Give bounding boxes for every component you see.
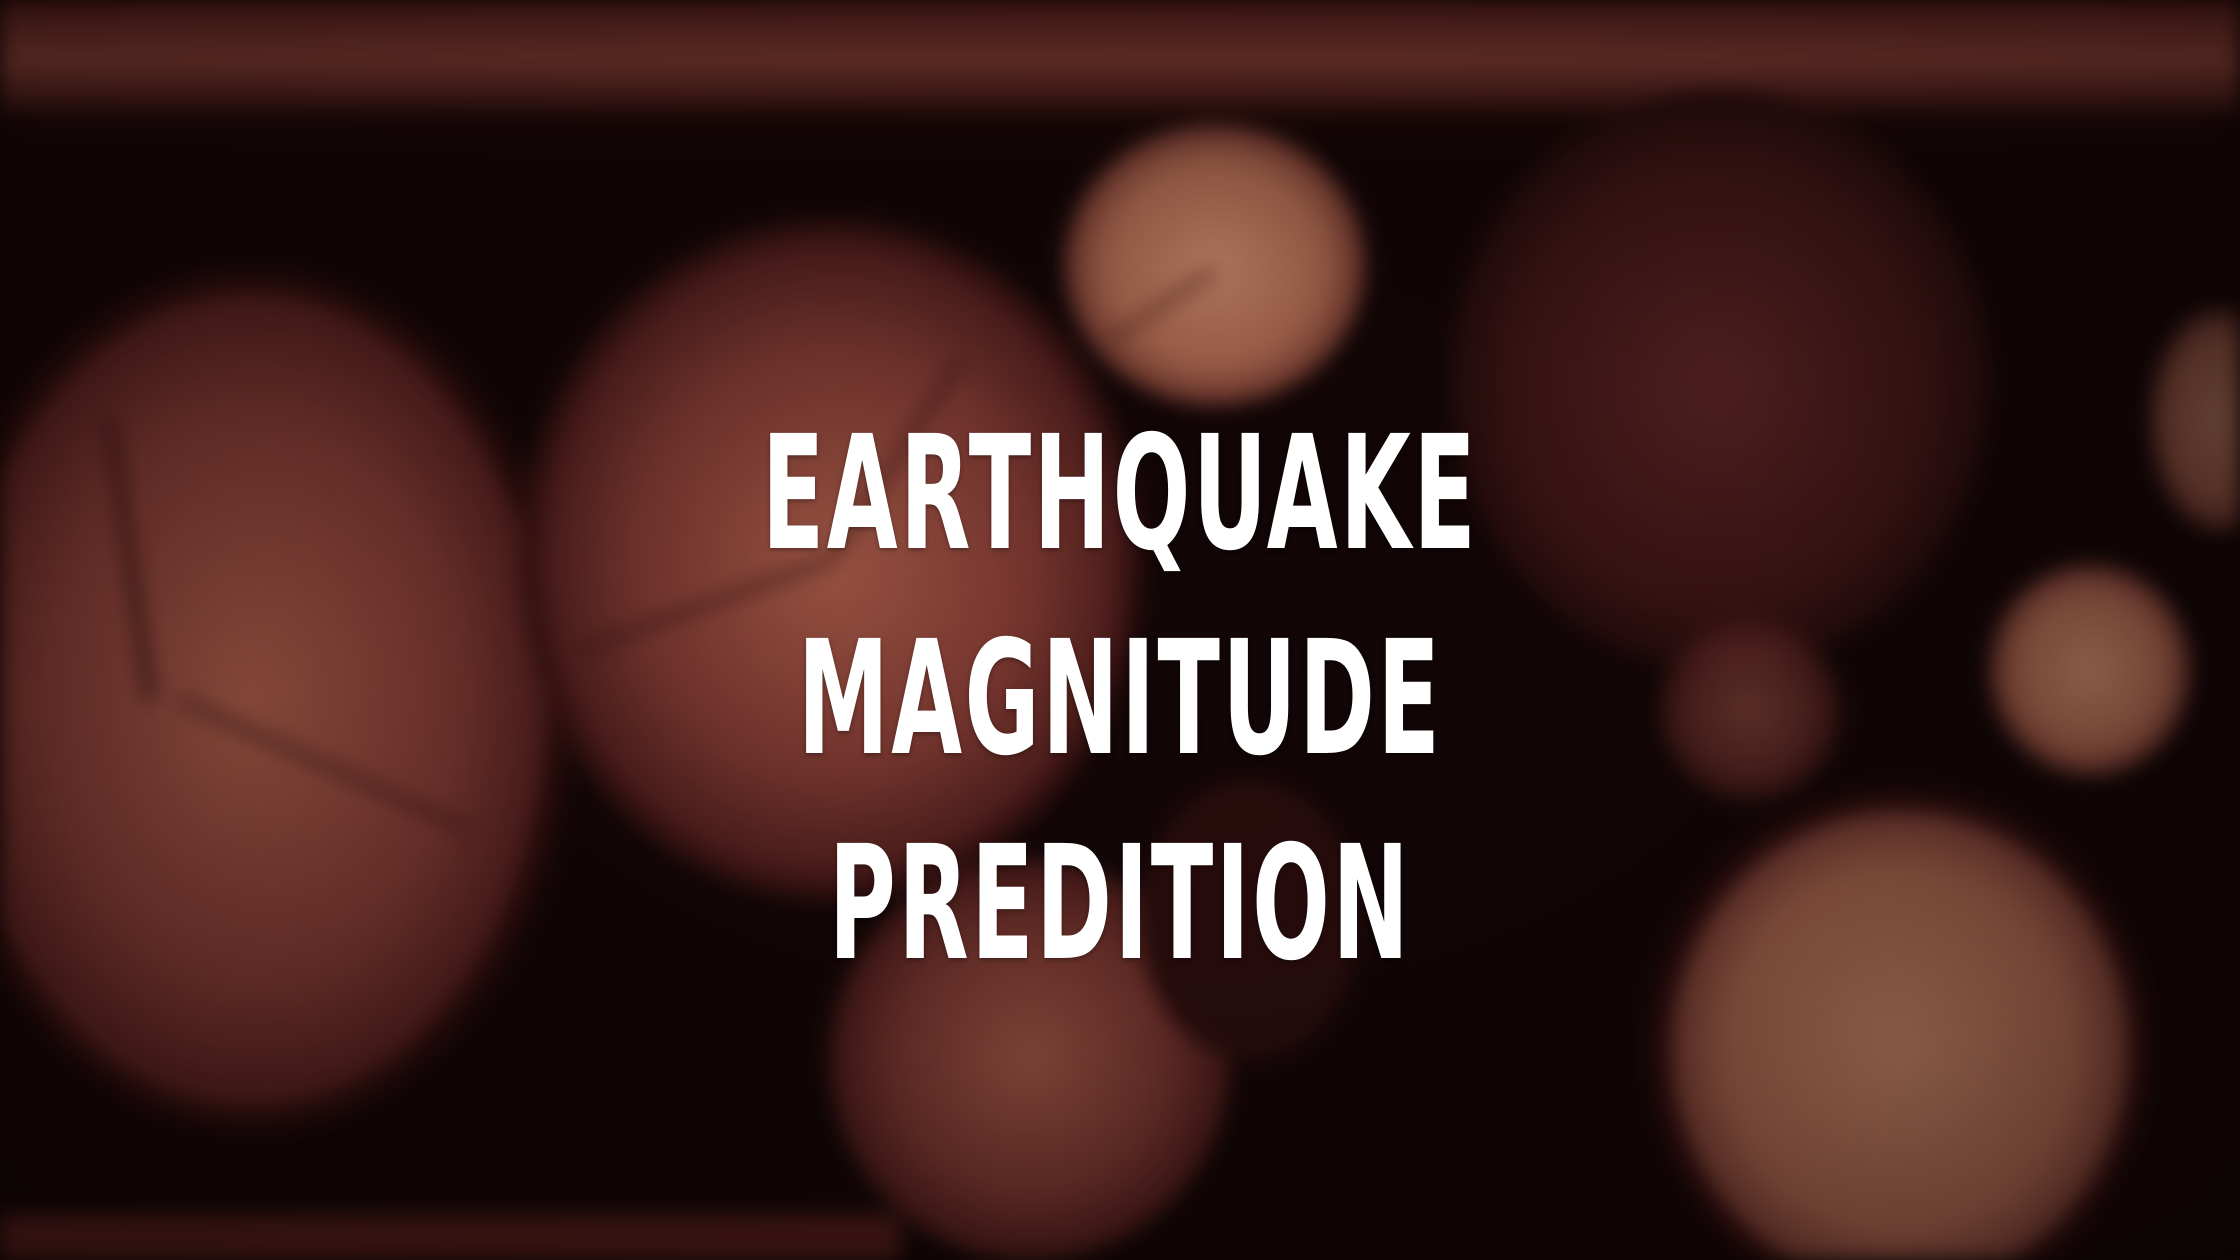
slide-title: EARTHQUAKE MAGNITUDE PREDITION [470,392,1769,1007]
slide-title-line-1: EARTHQUAKE MAGNITUDE [761,402,1479,791]
slide-title-line-2: PREDITION [828,812,1412,996]
